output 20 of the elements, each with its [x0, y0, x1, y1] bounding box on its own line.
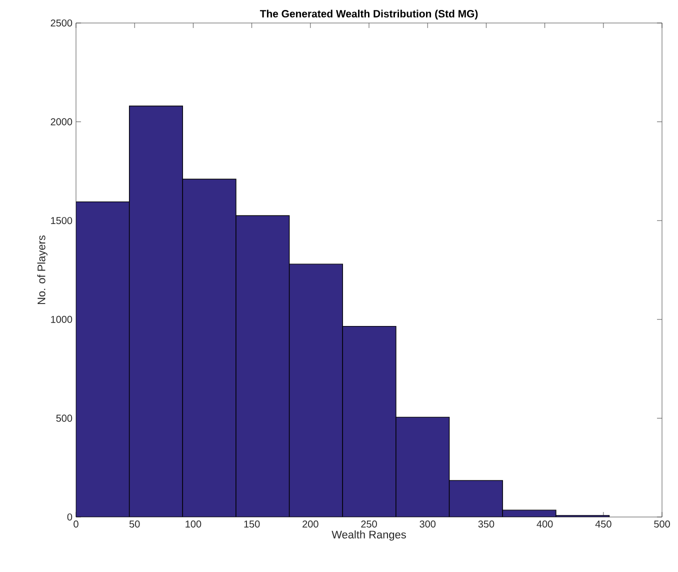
y-tick-label: 2500: [50, 19, 72, 27]
x-tick-label: 400: [536, 520, 553, 528]
x-tick-label: 50: [129, 520, 140, 528]
x-tick-label: 350: [478, 520, 494, 528]
y-tick-label: 0: [67, 513, 72, 521]
x-tick-label: 300: [420, 520, 436, 528]
x-tick-label: 150: [244, 520, 260, 528]
x-tick-label: 200: [302, 520, 318, 528]
y-tick-label: 1000: [51, 316, 72, 323]
chart-title: The Generated Wealth Distribution (Std MG): [260, 10, 478, 20]
y-tick-label: 1500: [51, 217, 72, 224]
x-tick-label: 0: [74, 520, 78, 528]
y-tick-label: 500: [56, 414, 72, 422]
x-tick-label: 250: [361, 520, 377, 528]
y-tick-label: 2000: [50, 118, 72, 126]
y-axis-title: No. of Players: [37, 235, 48, 304]
x-axis-title: Wealth Ranges: [332, 530, 406, 541]
x-tick-label: 100: [186, 520, 202, 528]
x-tick-label: 450: [595, 520, 612, 528]
x-tick-label: 500: [654, 520, 670, 528]
